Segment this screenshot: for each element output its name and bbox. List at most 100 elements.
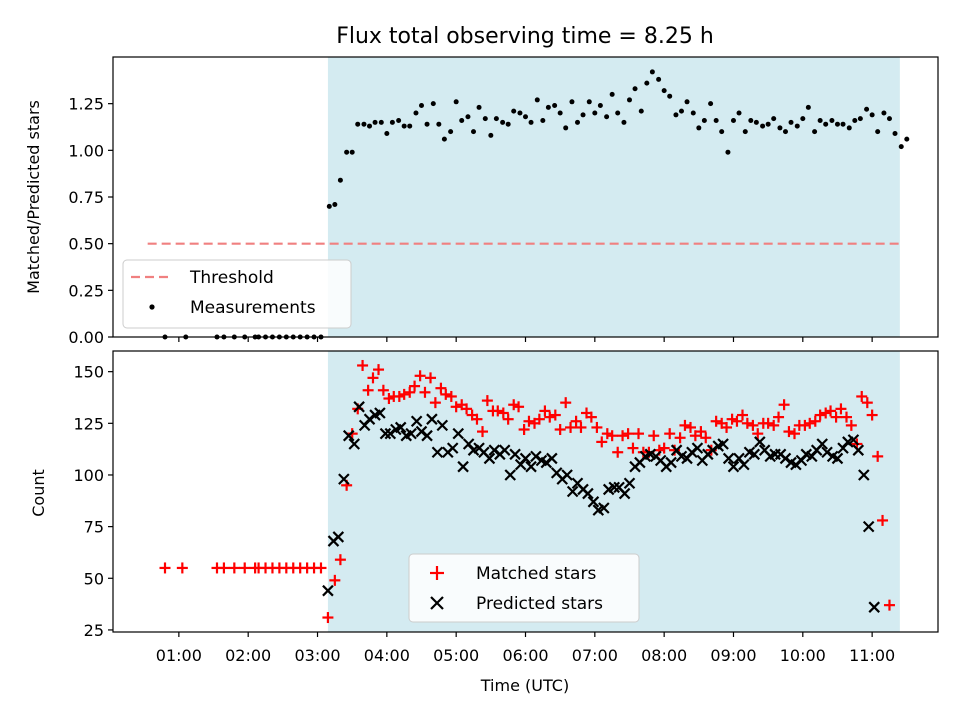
measurement-point [441,136,447,142]
matched-star-point [883,599,895,611]
bottom-y-tick-label: 150 [73,363,104,382]
measurement-point [748,117,754,123]
bottom-panel: 25 50 75 100 125 150 01:00 02:00 03:00 04:00 05:0… [29,350,939,695]
top-y-tick-label: 0.25 [68,281,104,300]
top-legend: Threshold Measurements [122,259,352,329]
predicted-star-point [504,469,517,481]
matched-star-point [689,430,701,442]
matched-star-point [362,384,374,396]
matched-star-point [845,419,857,431]
matched-star-point [710,415,722,427]
measurement-point [332,201,338,207]
matched-star-point [669,444,681,456]
measurement-point [500,119,506,125]
matched-star-point [383,393,395,405]
measurement-point [649,69,655,75]
matched-star-point [398,388,410,400]
measurement-point [540,117,546,123]
measurement-point [471,129,477,135]
predicted-stars-series [322,401,880,613]
measurement-point [465,114,471,120]
measurement-point [736,110,742,116]
measurement-point [545,104,551,110]
matched-star-point [544,411,556,423]
measurement-point [857,116,863,122]
measurement-point [621,119,627,125]
predicted-star-point [353,401,365,413]
top-x-ticks [178,337,873,342]
matched-star-point [596,436,608,448]
measurement-point [817,117,823,123]
matched-star-point [741,417,753,429]
predicted-star-point [623,477,636,490]
predicted-star-point [452,427,465,440]
matched-star-point [461,403,473,415]
predicted-star-point [431,446,444,459]
matched-star-point [575,421,587,433]
matched-star-point [159,562,171,574]
measurement-point [505,121,511,127]
measurement-point [574,119,580,125]
predicted-star-point [587,496,600,508]
measurement-point [765,121,771,127]
top-observing-window [327,57,900,337]
bottom-x-tick-label: 01:00 [156,646,202,665]
bottom-x-tick-label: 09:00 [710,646,756,665]
measurement-point [696,125,702,131]
measurement-point [436,121,442,127]
measurement-point [760,123,766,129]
measurement-point [367,123,373,129]
measurement-point [638,108,644,114]
measurement-point [869,112,875,118]
matched-star-point [440,388,452,400]
matched-star-point [762,417,774,429]
matched-star-point [435,382,447,394]
measurement-point [586,99,592,105]
matched-star-point [315,562,327,574]
measurement-point [904,136,910,142]
matched-star-point [218,562,230,574]
top-y-tick-label: 0.50 [68,235,104,254]
bottom-x-tick-label: 04:00 [364,646,410,665]
predicted-star-point [868,601,880,613]
matched-star-point [570,415,582,427]
bottom-y-tick-label: 100 [73,466,104,485]
predicted-star-point [332,531,345,543]
measurement-point [829,117,835,123]
matched-star-point [492,405,504,417]
matched-star-point [357,359,369,371]
matched-star-point [877,514,889,526]
matched-star-point [539,405,551,417]
matched-star-point [518,424,530,436]
measurement-point [852,117,858,123]
matched-star-point [820,407,832,419]
matched-star-point [788,428,800,440]
predicted-star-point [410,415,423,428]
matched-star-point [239,562,251,574]
measurement-point [708,101,714,107]
predicted-star-point [374,407,386,419]
predicted-star-point [498,444,511,456]
measurement-point [523,114,528,120]
measurement-point [592,110,598,116]
matched-star-point [523,415,535,427]
matched-star-point [622,428,634,440]
measurement-point [396,117,402,123]
measurement-point [528,119,534,125]
matched-star-point [373,364,385,376]
predicted-star-point [436,419,449,432]
matched-star-point [658,442,670,454]
matched-star-point [414,370,426,382]
matched-star-point [612,446,624,458]
measurement-point [355,121,361,127]
predicted-star-point [754,436,766,448]
measurement-point [580,112,586,118]
legend-measurements-label: Measurements [190,298,316,318]
matched-star-point [513,401,525,413]
matched-star-point [752,428,764,440]
matched-star-point [334,554,346,566]
measurement-point [482,116,488,122]
matched-star-point [502,413,514,425]
matched-star-point [393,390,405,402]
matched-star-point [228,562,240,574]
